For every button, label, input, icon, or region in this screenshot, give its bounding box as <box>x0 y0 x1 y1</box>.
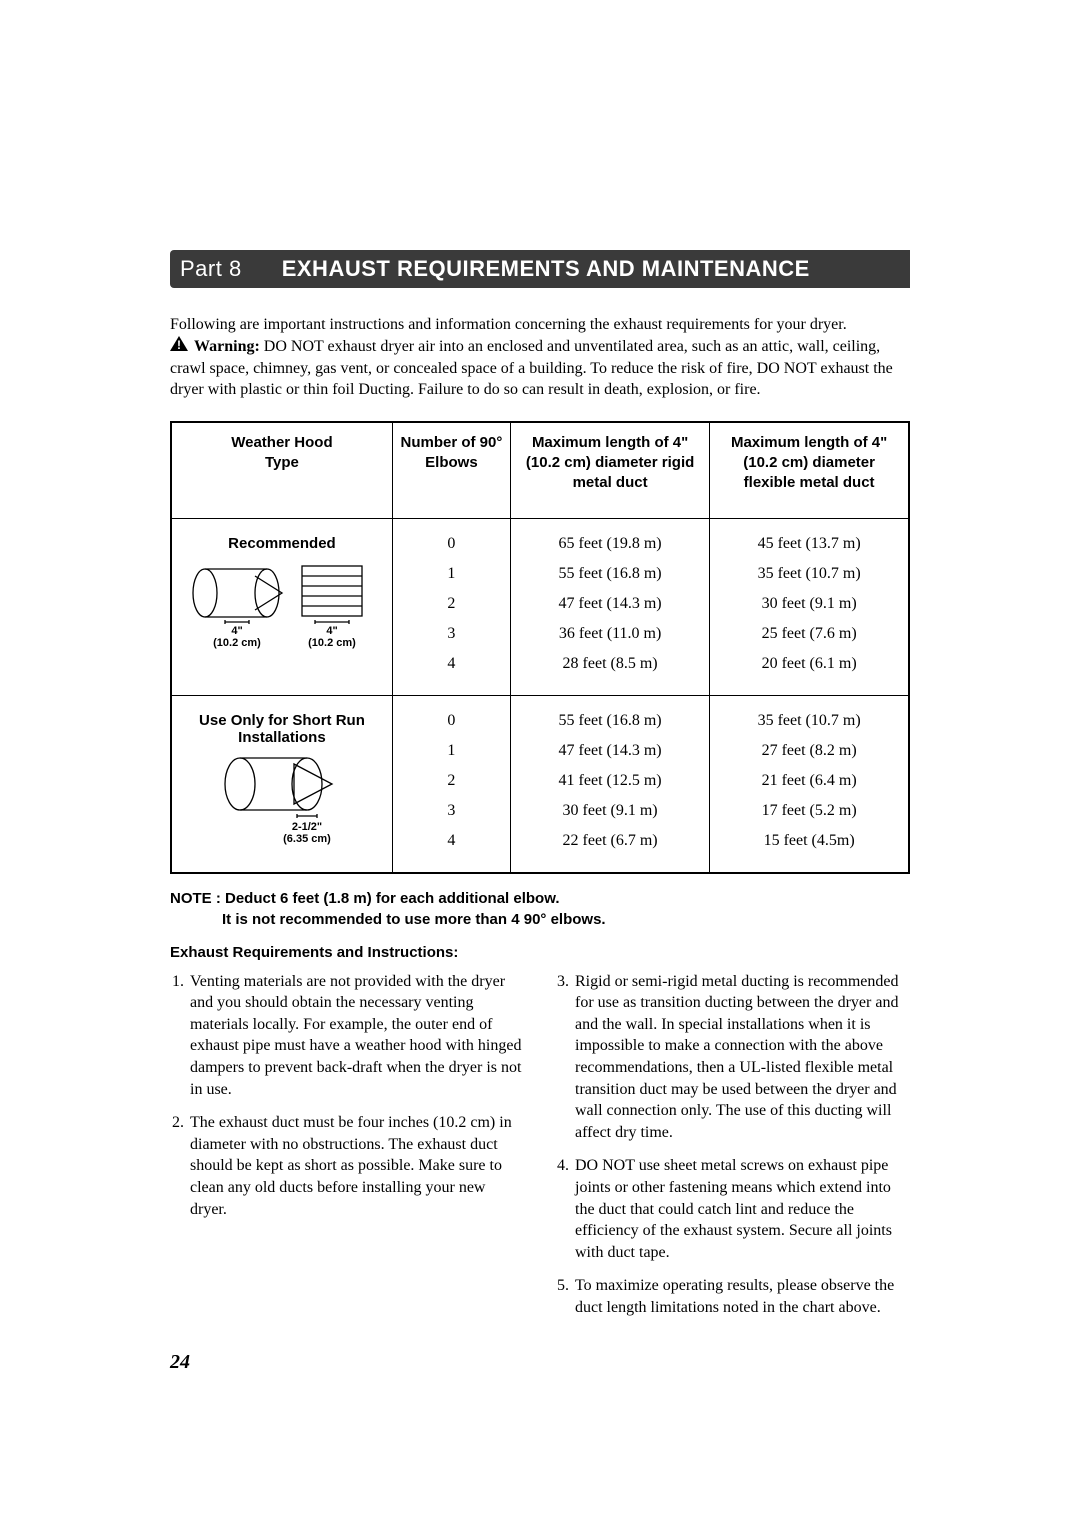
table-cell: 21 feet (6.4 m) <box>710 766 909 796</box>
warning-icon: ! <box>170 336 188 358</box>
table-cell: 30 feet (9.1 m) <box>510 796 709 826</box>
svg-text:(10.2 cm): (10.2 cm) <box>308 637 356 649</box>
table-cell: 20 feet (6.1 m) <box>710 649 909 696</box>
table-cell: 1 <box>392 559 510 589</box>
section-title: EXHAUST REQUIREMENTS AND MAINTENANCE <box>262 256 810 282</box>
instructions-right-column: Rigid or semi-rigid metal ducting is rec… <box>555 971 910 1331</box>
svg-text:!: ! <box>177 338 181 351</box>
table-cell: 47 feet (14.3 m) <box>510 736 709 766</box>
table-cell: 36 feet (11.0 m) <box>510 619 709 649</box>
list-item: Venting materials are not provided with … <box>188 971 525 1101</box>
list-item: Rigid or semi-rigid metal ducting is rec… <box>573 971 910 1144</box>
th-flex: Maximum length of 4" (10.2 cm) diameter … <box>710 422 909 518</box>
th-rigid: Maximum length of 4" (10.2 cm) diameter … <box>510 422 709 518</box>
table-cell: 55 feet (16.8 m) <box>510 695 709 736</box>
page-content: Part 8 EXHAUST REQUIREMENTS AND MAINTENA… <box>0 0 1080 1434</box>
table-cell: 55 feet (16.8 m) <box>510 559 709 589</box>
list-item: To maximize operating results, please ob… <box>573 1275 910 1318</box>
duct-length-table: Weather Hood Type Number of 90° Elbows M… <box>170 421 910 874</box>
table-cell: 1 <box>392 736 510 766</box>
table-cell: 28 feet (8.5 m) <box>510 649 709 696</box>
th-elbows: Number of 90° Elbows <box>392 422 510 518</box>
table-cell: 45 feet (13.7 m) <box>710 518 909 559</box>
table-cell: 0 <box>392 695 510 736</box>
page-number: 24 <box>170 1351 910 1374</box>
table-cell: 3 <box>392 619 510 649</box>
hood-recommended-diagram: 4" 4" (10.2 cm) (10.2 cm) <box>178 558 386 657</box>
warning-label: Warning: <box>194 338 260 355</box>
list-item: DO NOT use sheet metal screws on exhaust… <box>573 1155 910 1263</box>
table-cell: 35 feet (10.7 m) <box>710 559 909 589</box>
th-hood: Weather Hood Type <box>171 422 392 518</box>
table-cell: 17 feet (5.2 m) <box>710 796 909 826</box>
hood-shortrun-cell: Use Only for Short Run Installations <box>171 695 392 873</box>
part-number: Part 8 <box>170 256 262 282</box>
svg-text:(10.2 cm): (10.2 cm) <box>213 637 261 649</box>
table-cell: 22 feet (6.7 m) <box>510 826 709 873</box>
svg-text:4": 4" <box>231 625 242 637</box>
instructions-heading: Exhaust Requirements and Instructions: <box>170 944 910 961</box>
table-cell: 47 feet (14.3 m) <box>510 589 709 619</box>
table-cell: 4 <box>392 826 510 873</box>
table-cell: 30 feet (9.1 m) <box>710 589 909 619</box>
list-item: The exhaust duct must be four inches (10… <box>188 1112 525 1220</box>
table-cell: 2 <box>392 589 510 619</box>
table-cell: 2 <box>392 766 510 796</box>
instructions-left-column: Venting materials are not provided with … <box>170 971 525 1331</box>
table-cell: 27 feet (8.2 m) <box>710 736 909 766</box>
table-cell: 0 <box>392 518 510 559</box>
svg-text:4": 4" <box>326 625 337 637</box>
table-cell: 35 feet (10.7 m) <box>710 695 909 736</box>
table-cell: 3 <box>392 796 510 826</box>
table-note: NOTE : Deduct 6 feet (1.8 m) for each ad… <box>170 888 910 930</box>
table-cell: 41 feet (12.5 m) <box>510 766 709 796</box>
intro-line1: Following are important instructions and… <box>170 316 847 333</box>
instructions-columns: Venting materials are not provided with … <box>170 971 910 1331</box>
svg-text:(6.35 cm): (6.35 cm) <box>283 833 331 845</box>
table-cell: 65 feet (19.8 m) <box>510 518 709 559</box>
table-cell: 15 feet (4.5m) <box>710 826 909 873</box>
table-cell: 4 <box>392 649 510 696</box>
section-header: Part 8 EXHAUST REQUIREMENTS AND MAINTENA… <box>170 250 910 288</box>
warning-body: DO NOT exhaust dryer air into an enclose… <box>170 338 893 399</box>
intro-paragraph: Following are important instructions and… <box>170 314 910 401</box>
hood-shortrun-diagram: 2-1/2" (6.35 cm) <box>178 752 386 851</box>
table-cell: 25 feet (7.6 m) <box>710 619 909 649</box>
hood-recommended-cell: Recommended <box>171 518 392 695</box>
svg-text:2-1/2": 2-1/2" <box>292 821 322 833</box>
